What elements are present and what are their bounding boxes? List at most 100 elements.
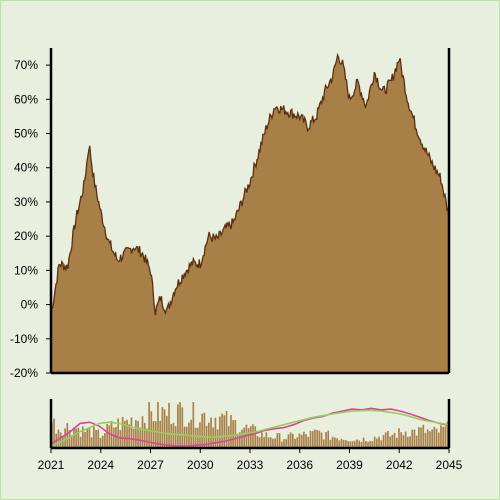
volume-bar: [81, 426, 84, 448]
y-tick-label: -10%: [10, 332, 38, 346]
volume-bar: [159, 420, 161, 448]
area-line: [50, 52, 450, 316]
volume-bar: [119, 430, 122, 448]
volume-bar: [347, 440, 349, 448]
volume-bar: [311, 431, 314, 448]
volume-bar: [413, 429, 416, 448]
volume-bar: [183, 426, 186, 448]
volume-bar: [431, 429, 433, 448]
volume-bar: [73, 427, 75, 448]
volume-bar: [143, 422, 146, 448]
volume-bar: [84, 432, 86, 448]
volume-bar: [274, 438, 276, 448]
volume-bar: [227, 426, 230, 448]
x-tick-label: 2033: [237, 458, 264, 472]
y-tick-label: 50%: [14, 127, 38, 141]
volume-bar: [395, 437, 398, 448]
volume-bar: [362, 437, 365, 448]
volume-bar: [384, 432, 387, 448]
volume-bar: [307, 436, 310, 448]
volume-bar: [75, 428, 77, 448]
volume-bar: [305, 434, 307, 448]
volume-bar: [367, 441, 369, 448]
volume-bar: [254, 426, 257, 448]
volume-bar: [263, 437, 265, 448]
volume-bar: [342, 439, 345, 448]
volume-bar: [429, 431, 431, 448]
volume-bar: [276, 433, 279, 448]
volume-bar: [157, 402, 159, 448]
volume-bar: [108, 425, 111, 448]
volume-bar: [152, 421, 155, 448]
volume-bar: [97, 429, 100, 448]
volume-bar: [420, 427, 422, 448]
volume-bar: [360, 442, 363, 448]
volume-bar: [426, 429, 429, 448]
volume-bar: [378, 436, 380, 448]
x-axis-ticks: 2021 2024 2027 2030 2033 2036 2039 2042 2045: [38, 448, 463, 472]
volume-bar: [199, 422, 201, 448]
x-tick-label: 2036: [286, 458, 313, 472]
volume-bar: [353, 440, 356, 448]
volume-bar: [287, 434, 290, 448]
volume-bar: [137, 421, 139, 448]
volume-bar: [236, 433, 239, 448]
volume-bar: [433, 426, 436, 448]
volume-bar: [210, 417, 212, 448]
volume-bar: [219, 416, 221, 448]
volume-bar: [382, 435, 385, 448]
volume-bar: [230, 415, 232, 448]
main-plot: [49, 48, 451, 375]
volume-bar: [320, 432, 323, 448]
volume-bar: [404, 431, 407, 448]
volume-bar: [190, 419, 192, 448]
volume-bar: [314, 429, 316, 448]
area-fill: [51, 55, 449, 373]
volume-bar: [95, 429, 97, 448]
volume-bar: [398, 428, 400, 448]
volume-bar: [349, 441, 352, 448]
volume-bar: [161, 407, 164, 448]
volume-bar: [66, 423, 69, 448]
volume-bar: [165, 415, 168, 448]
volume-bar: [389, 436, 391, 448]
volume-bar: [292, 433, 294, 448]
volume-bar: [329, 439, 332, 448]
y-tick-label: 30%: [14, 195, 38, 209]
volume-bar: [168, 402, 170, 448]
volume-bar: [139, 427, 142, 448]
x-tick-label: 2021: [38, 458, 65, 472]
volume-bar: [62, 436, 64, 448]
volume-bar: [446, 421, 449, 448]
volume-bar: [325, 432, 327, 448]
volume-bar: [338, 440, 341, 448]
volume-bar: [336, 438, 338, 448]
volume-bar: [402, 435, 405, 448]
volume-plot: [49, 399, 451, 450]
volume-bar: [369, 440, 372, 448]
volume-bar: [214, 417, 217, 448]
volume-bar: [424, 432, 427, 448]
volume-bar: [112, 427, 115, 448]
ma-fast-line: [50, 407, 450, 447]
volume-bar: [409, 436, 411, 448]
volume-bar: [440, 425, 442, 448]
volume-bar: [252, 424, 254, 448]
volume-bar: [93, 426, 95, 448]
volume-bar: [192, 402, 195, 448]
volume-bar: [70, 435, 73, 448]
volume-bar: [216, 429, 219, 448]
volume-bar: [393, 432, 396, 448]
volume-bar: [391, 434, 394, 448]
volume-bar: [53, 418, 55, 448]
volume-bar: [121, 416, 124, 448]
volume-bar: [99, 437, 102, 448]
volume-bar: [283, 439, 285, 448]
volume-bar: [300, 434, 303, 448]
volume-bar: [238, 432, 241, 448]
volume-bar: [247, 428, 250, 448]
volume-bar: [86, 428, 89, 448]
volume-bar: [318, 430, 321, 448]
volume-bar: [358, 440, 360, 448]
